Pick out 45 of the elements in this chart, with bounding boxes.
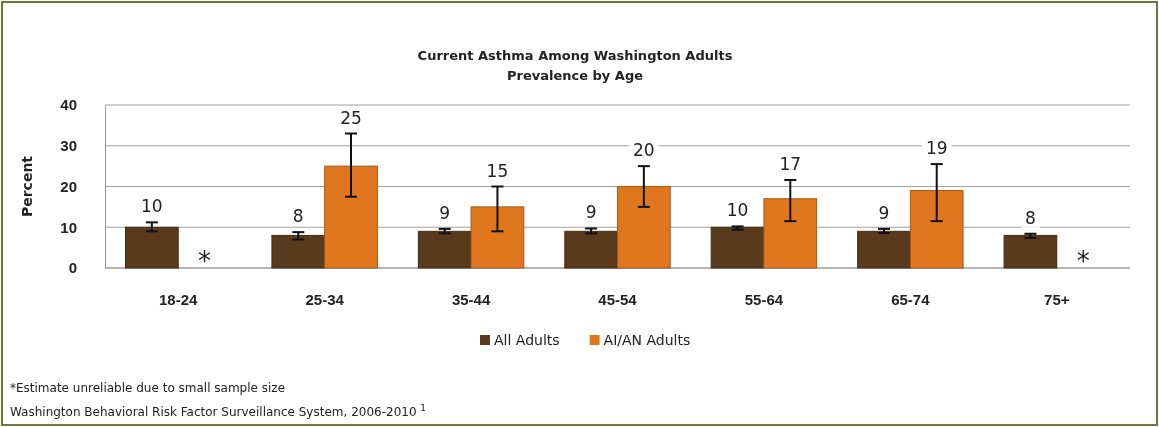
bar <box>763 198 818 269</box>
bar <box>324 165 378 269</box>
y-tick-label: 0 <box>68 259 77 277</box>
x-tick-label: 35-44 <box>451 290 491 308</box>
data-label: 9 <box>878 202 890 223</box>
data-label: 19 <box>925 138 948 159</box>
data-label: 9 <box>439 202 451 223</box>
data-label: 10 <box>141 196 163 217</box>
y-tick-label: 30 <box>60 137 77 155</box>
bar <box>271 234 326 269</box>
y-tick-label: 20 <box>60 177 77 195</box>
data-label: 8 <box>1025 207 1036 228</box>
bar <box>909 190 964 269</box>
data-label: 9 <box>585 202 597 223</box>
y-tick-label: 10 <box>60 218 77 236</box>
text: Washington Behavioral Risk Factor Surveillance System, 2006-2010 $^{1}$ <box>10 403 427 419</box>
bar <box>470 206 525 269</box>
x-tick-label: 25-34 <box>305 290 345 308</box>
data-label: 10 <box>726 200 749 221</box>
bar <box>617 186 671 269</box>
y-axis-title: Percent <box>19 155 35 218</box>
bar <box>710 226 765 269</box>
x-tick-label: 75+ <box>1044 290 1070 308</box>
chart-title: Current Asthma Among Washington Adults <box>417 48 733 63</box>
data-label: 20 <box>633 140 655 161</box>
y-tick-label: 40 <box>60 96 77 114</box>
x-tick-label: 18-24 <box>159 290 199 308</box>
text: *Estimate unreliable due to small sample size <box>10 381 286 395</box>
data-label: 17 <box>779 153 802 174</box>
text: * <box>1076 246 1090 276</box>
data-label: 25 <box>340 107 362 128</box>
bar <box>125 226 179 269</box>
x-tick-label: 45-54 <box>598 290 638 308</box>
bar <box>564 230 618 269</box>
data-label: 8 <box>292 206 304 227</box>
legend-label: All Adults <box>494 332 560 348</box>
legend-label: AI/AN Adults <box>603 332 691 348</box>
bar <box>1003 234 1058 269</box>
x-tick-label: 55-64 <box>744 290 784 308</box>
chart-subtitle: Prevalence by Age <box>506 68 644 83</box>
x-tick-label: 65-74 <box>891 290 931 308</box>
bar <box>417 230 472 269</box>
text: * <box>198 246 212 276</box>
bar <box>857 230 911 269</box>
data-label: 15 <box>486 160 509 181</box>
